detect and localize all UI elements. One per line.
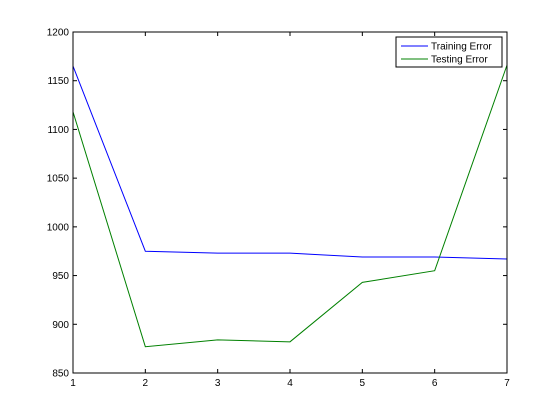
plot-area bbox=[73, 32, 507, 373]
legend-label: Training Error bbox=[431, 42, 492, 53]
y-tick-label: 1150 bbox=[47, 76, 69, 87]
y-axis: 850 900 950 1000 1050 1100 1150 1200 bbox=[47, 28, 507, 380]
legend-box bbox=[395, 36, 503, 68]
y-tick-label: 1200 bbox=[47, 28, 70, 39]
y-tick-label: 950 bbox=[52, 271, 69, 282]
series-line-testing-error bbox=[72, 64, 508, 348]
y-tick-label: 1050 bbox=[47, 174, 70, 185]
legend: Training Error Testing Error bbox=[395, 36, 503, 68]
y-tick-label: 850 bbox=[52, 369, 69, 380]
legend-label: Testing Error bbox=[431, 55, 488, 66]
x-tick-label: 4 bbox=[287, 378, 293, 389]
x-tick-label: 5 bbox=[360, 378, 366, 389]
series-layer bbox=[72, 64, 508, 348]
y-tick-label: 1000 bbox=[47, 222, 70, 233]
x-axis: 1 2 3 4 5 6 7 bbox=[70, 32, 510, 389]
x-tick-label: 7 bbox=[504, 378, 510, 389]
x-tick-label: 2 bbox=[143, 378, 149, 389]
x-tick-label: 6 bbox=[432, 378, 438, 389]
series-line-training-error bbox=[72, 65, 508, 260]
x-tick-label: 1 bbox=[70, 378, 76, 389]
x-tick-label: 3 bbox=[215, 378, 221, 389]
y-tick-label: 1100 bbox=[47, 125, 69, 136]
y-tick-label: 900 bbox=[52, 320, 69, 331]
